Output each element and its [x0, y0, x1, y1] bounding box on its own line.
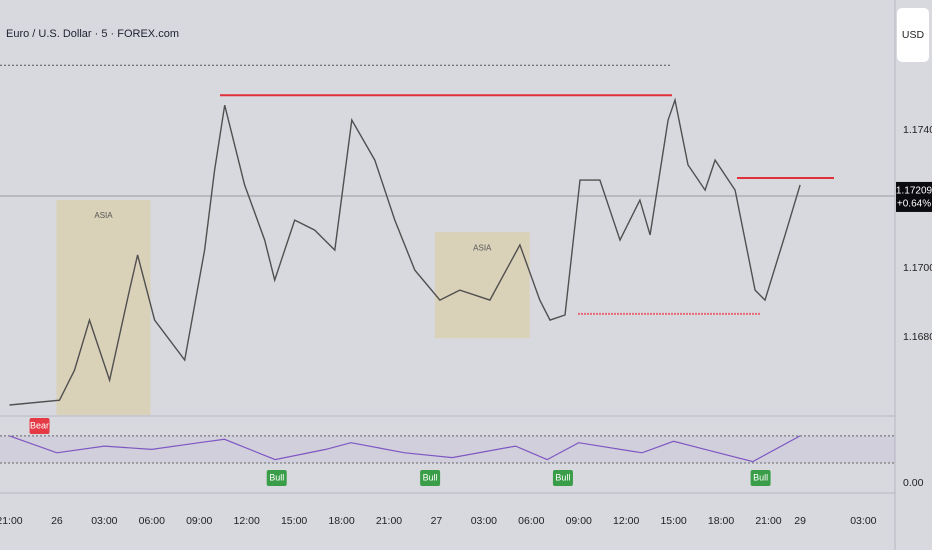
price-tag-value: 1.17209 — [896, 186, 932, 197]
rsi-line — [9, 435, 801, 463]
x-tick-label: 03:00 — [471, 515, 497, 527]
x-tick-label: 15:00 — [281, 515, 307, 527]
x-tick-label: 21:00 — [0, 515, 23, 527]
currency-button[interactable] — [897, 8, 929, 62]
signal-label: Bull — [269, 472, 284, 482]
currency-label[interactable]: USD — [902, 29, 925, 41]
session-box — [434, 232, 530, 339]
x-tick-label: 09:00 — [566, 515, 592, 527]
signal-label: Bull — [555, 472, 570, 482]
session-box — [56, 200, 151, 415]
x-tick-label: 03:00 — [850, 515, 876, 527]
y-tick-label: 1.16800 — [903, 331, 932, 343]
price-line — [9, 97, 801, 406]
x-tick-label: 12:00 — [234, 515, 260, 527]
signal-label: Bear — [30, 420, 49, 430]
session-label: ASIA — [473, 243, 492, 252]
price-tag — [896, 181, 932, 212]
x-tick-label: 12:00 — [613, 515, 639, 527]
y-tick-label: 0.00 — [903, 477, 924, 489]
x-tick-label: 09:00 — [186, 515, 212, 527]
signal-badge — [420, 470, 441, 486]
x-tick-label: 18:00 — [708, 515, 734, 527]
signal-badge — [266, 470, 287, 486]
chart-title: Euro / U.S. Dollar · 5 · FOREX.com — [6, 28, 179, 40]
x-tick-label: 21:00 — [376, 515, 402, 527]
rsi-band — [0, 435, 895, 463]
x-tick-label: 26 — [51, 515, 63, 527]
x-tick-label: 27 — [431, 515, 443, 527]
signal-label: Bull — [423, 472, 438, 482]
x-tick-label: 21:00 — [755, 515, 781, 527]
x-tick-label: 06:00 — [139, 515, 165, 527]
x-tick-label: 18:00 — [328, 515, 354, 527]
signal-label: Bull — [753, 472, 768, 482]
x-tick-label: 06:00 — [518, 515, 544, 527]
x-tick-label: 29 — [794, 515, 806, 527]
x-tick-label: 15:00 — [660, 515, 686, 527]
y-tick-label: 1.17400 — [903, 124, 932, 136]
price-tag-change: +0.64% — [897, 199, 931, 210]
x-tick-label: 03:00 — [91, 515, 117, 527]
signal-badge — [750, 470, 771, 486]
session-label: ASIA — [94, 211, 113, 220]
y-tick-label: 1.17000 — [903, 262, 932, 274]
signal-badge — [29, 418, 50, 434]
signal-badge — [552, 470, 573, 486]
